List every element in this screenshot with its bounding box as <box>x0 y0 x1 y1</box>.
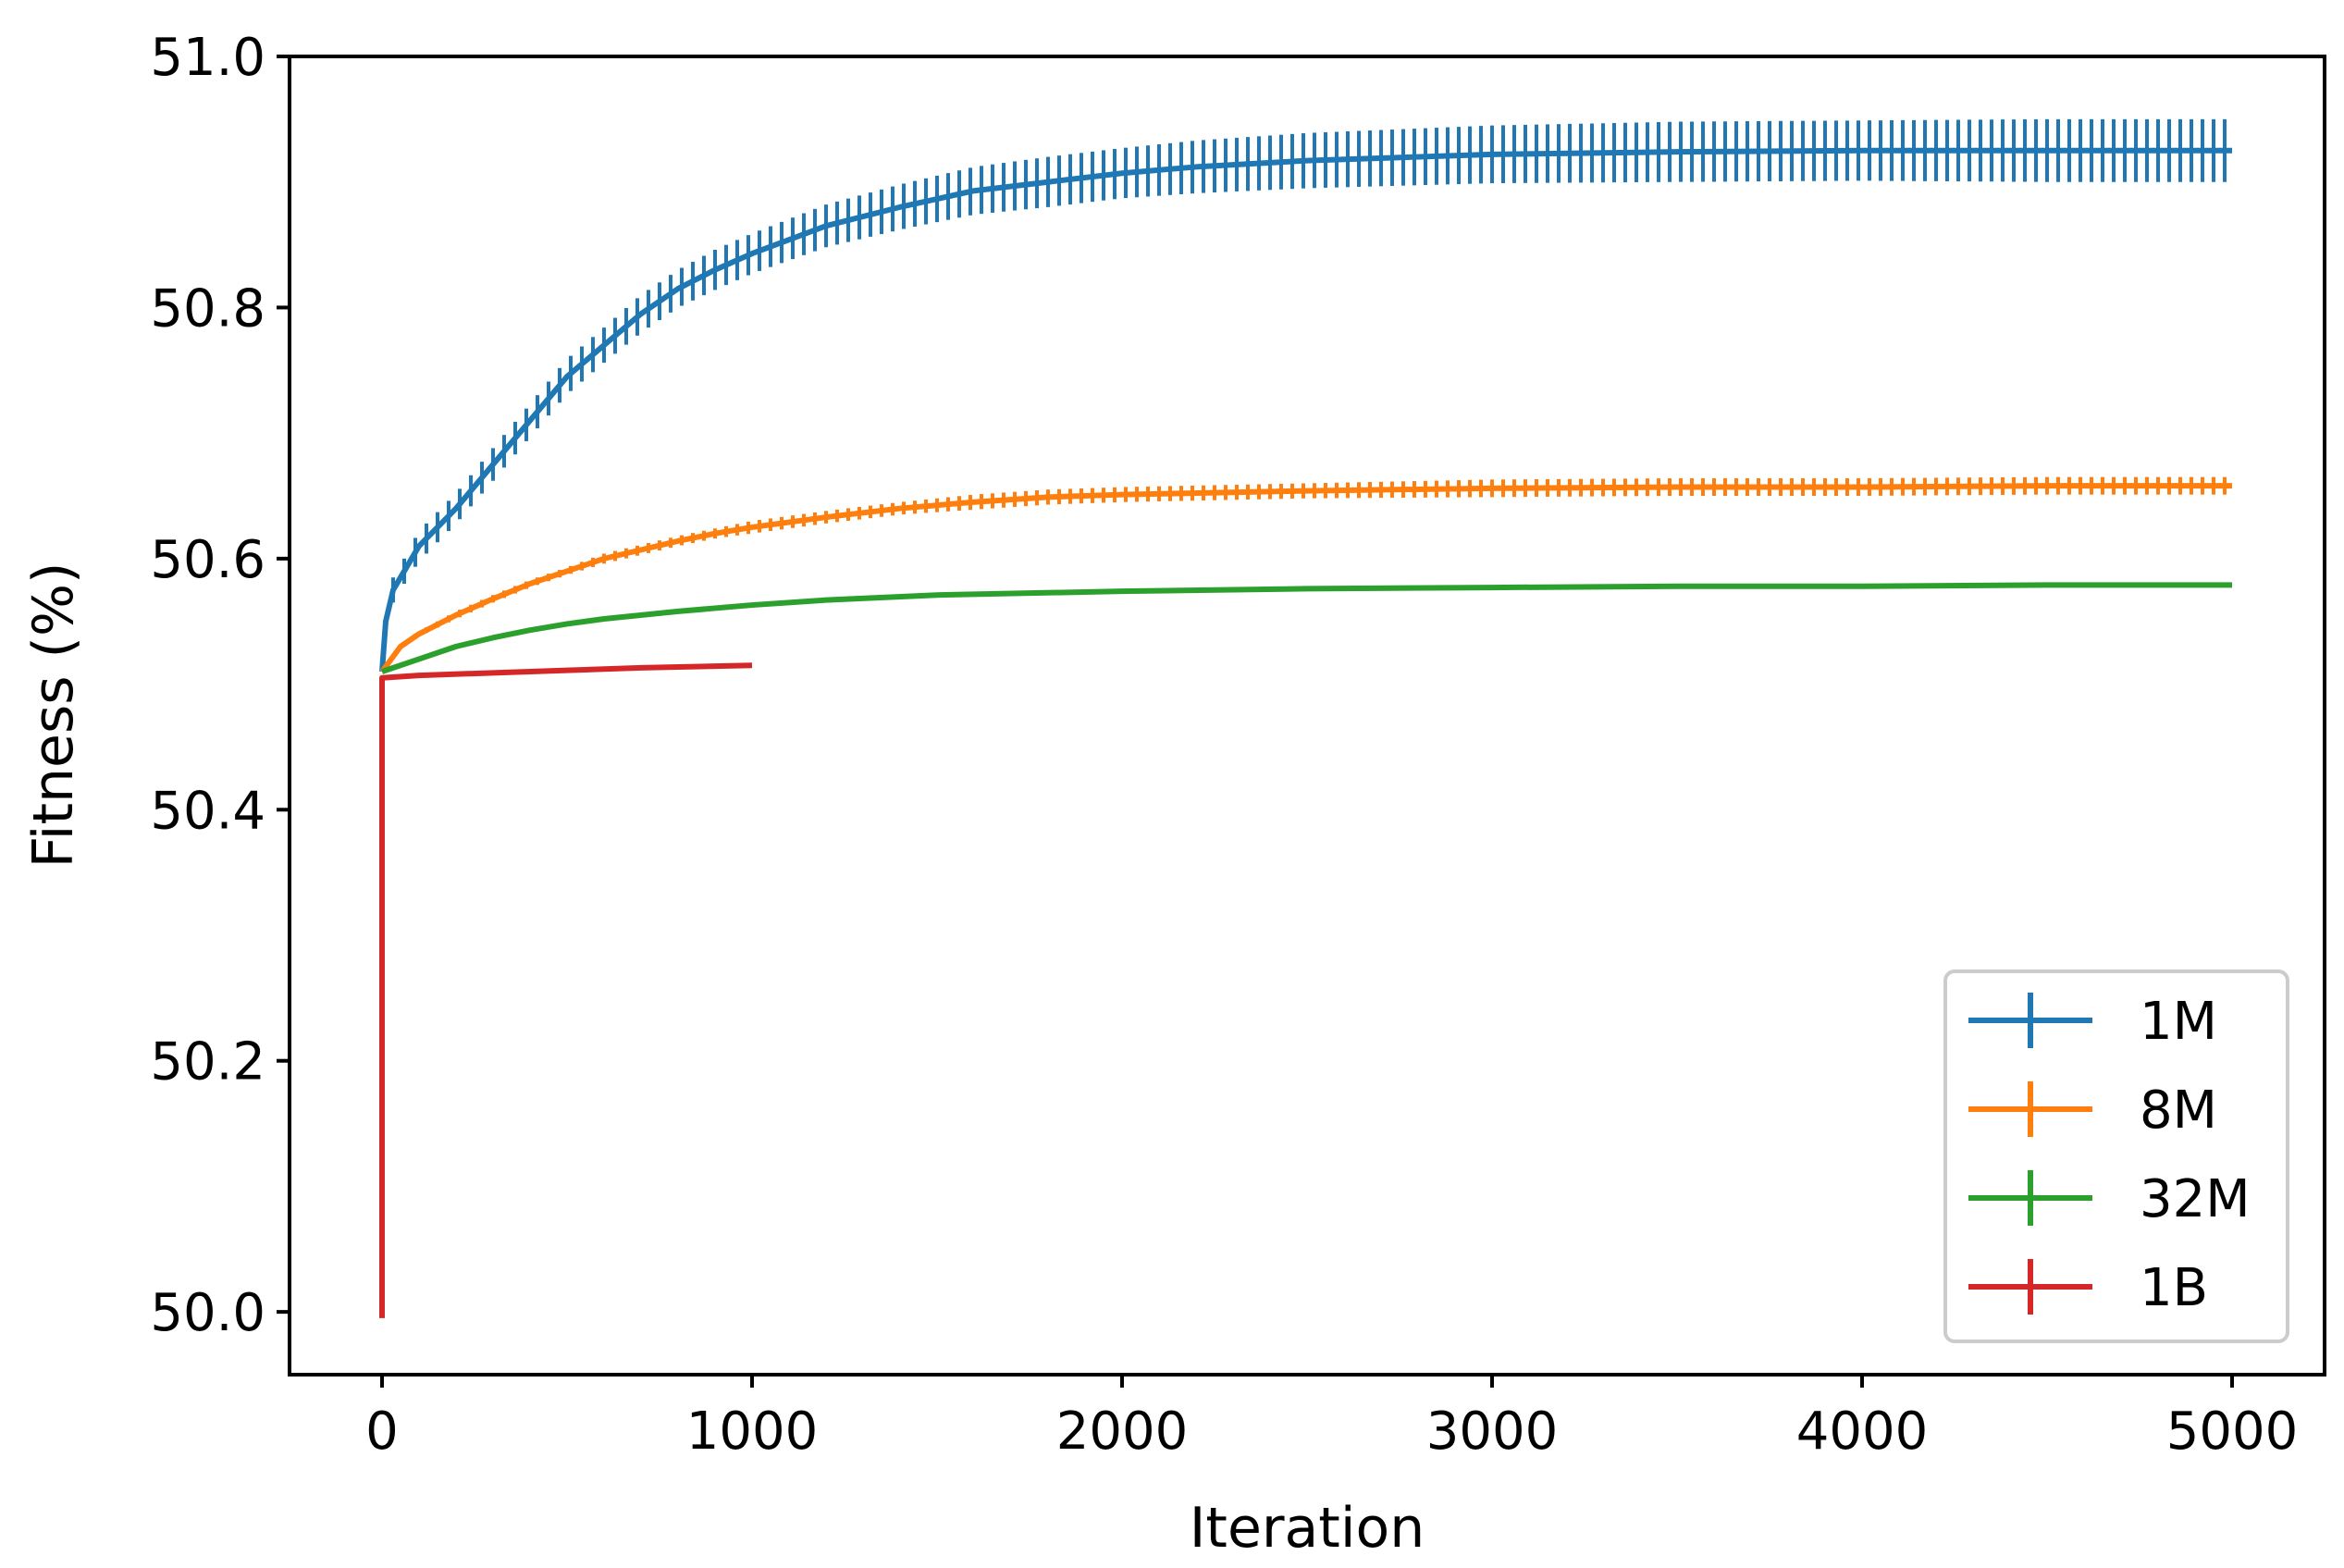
y-axis-label: Fitness (%) <box>21 562 86 869</box>
legend-box <box>1943 969 2289 1343</box>
legend: 1M 8M 32M 1B <box>1943 969 2289 1343</box>
legend-entry-8m: 8M <box>1968 1080 2217 1141</box>
x-tick-label: 0 <box>365 1401 399 1462</box>
legend-entry-1m: 1M <box>1968 992 2217 1052</box>
x-tick-label: 4000 <box>1796 1401 1929 1462</box>
series-1m-line <box>379 147 2232 673</box>
y-tick-label: 50.2 <box>150 1032 265 1093</box>
x-tick-label: 1000 <box>686 1401 819 1462</box>
x-tick-label: 2000 <box>1056 1401 1189 1462</box>
x-tick-label: 3000 <box>1426 1401 1559 1462</box>
series-1b <box>379 662 753 1318</box>
series-32m <box>381 582 2232 674</box>
y-tick-label: 50.6 <box>150 530 265 590</box>
axes-frame <box>288 55 2326 1377</box>
legend-entry-1b: 1B <box>1968 1258 2208 1318</box>
plot-area <box>379 118 2232 1318</box>
legend-entry-32m: 32M <box>1968 1169 2251 1229</box>
legend-label: 32M <box>2140 1169 2251 1229</box>
x-axis-label: Iteration <box>1190 1496 1425 1561</box>
series-8m-line <box>379 483 2232 673</box>
series-8m <box>379 476 2232 673</box>
x-axis-ticks: 0 1000 2000 3000 4000 5000 <box>365 1375 2298 1462</box>
x-tick-label: 5000 <box>2166 1401 2299 1462</box>
series-1b-line <box>379 662 753 1318</box>
legend-label: 1B <box>2140 1258 2208 1318</box>
y-tick-label: 51.0 <box>150 28 265 88</box>
y-axis-ticks: 50.0 50.2 50.4 50.6 50.8 51.0 <box>150 28 290 1343</box>
legend-label: 8M <box>2140 1080 2217 1141</box>
series-32m-line <box>381 582 2232 674</box>
y-tick-label: 50.0 <box>150 1283 265 1343</box>
y-tick-label: 50.8 <box>150 278 265 339</box>
legend-label: 1M <box>2140 992 2217 1052</box>
y-tick-label: 50.4 <box>150 781 265 841</box>
series-1m <box>379 118 2232 673</box>
